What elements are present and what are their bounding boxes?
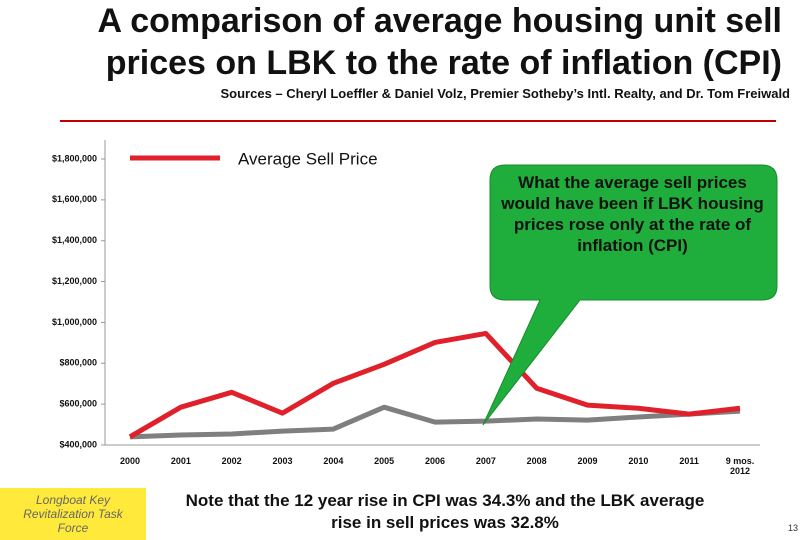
x-tick-label: 2003 xyxy=(272,456,293,466)
y-tick-label: $600,000 xyxy=(59,399,97,409)
y-tick-label: $1,600,000 xyxy=(52,194,97,204)
series-line xyxy=(128,330,741,439)
badge: Longboat Key Revitalization Task Force xyxy=(0,488,146,540)
x-tick-label: 2000 xyxy=(119,456,141,466)
title-line: prices on LBK to the rate of inflation (… xyxy=(105,44,782,82)
callout-bubble xyxy=(482,164,778,426)
y-tick-label: $1,400,000 xyxy=(52,235,97,245)
x-tick-label: 2006 xyxy=(424,456,446,466)
legend-label: Average Sell Price xyxy=(238,149,378,168)
y-tick-label: $400,000 xyxy=(59,439,97,449)
x-tick-label: 2011 xyxy=(679,456,699,466)
x-tick-label: 2007 xyxy=(475,456,496,466)
y-tick-label: $800,000 xyxy=(59,358,97,368)
x-tick-label: 2010 xyxy=(628,456,649,466)
series-line xyxy=(129,404,741,440)
y-tick-label: $1,000,000 xyxy=(52,317,97,327)
subtitle: Sources – Cheryl Loeffler & Daniel Volz,… xyxy=(220,86,791,101)
x-tick-label: 2002 xyxy=(221,456,242,466)
x-tick-label: 2001 xyxy=(170,456,191,466)
y-tick-label: $1,200,000 xyxy=(52,276,97,286)
x-tick-label: 2009 xyxy=(577,456,598,466)
y-tick-label: $1,800,000 xyxy=(52,153,97,163)
footer-note: Note that the 12 year rise in CPI was 34… xyxy=(185,491,705,532)
callout-text: What the average sell prices would have … xyxy=(501,173,764,255)
x-tick-label: 2005 xyxy=(374,456,395,466)
page-number: 13 xyxy=(788,523,799,533)
x-tick-label: 9 mos. 2012 xyxy=(725,456,755,476)
x-tick-label: 2008 xyxy=(526,456,547,466)
title-line: A comparison of average housing unit sel… xyxy=(97,2,782,40)
x-tick-label: 2004 xyxy=(323,456,344,466)
